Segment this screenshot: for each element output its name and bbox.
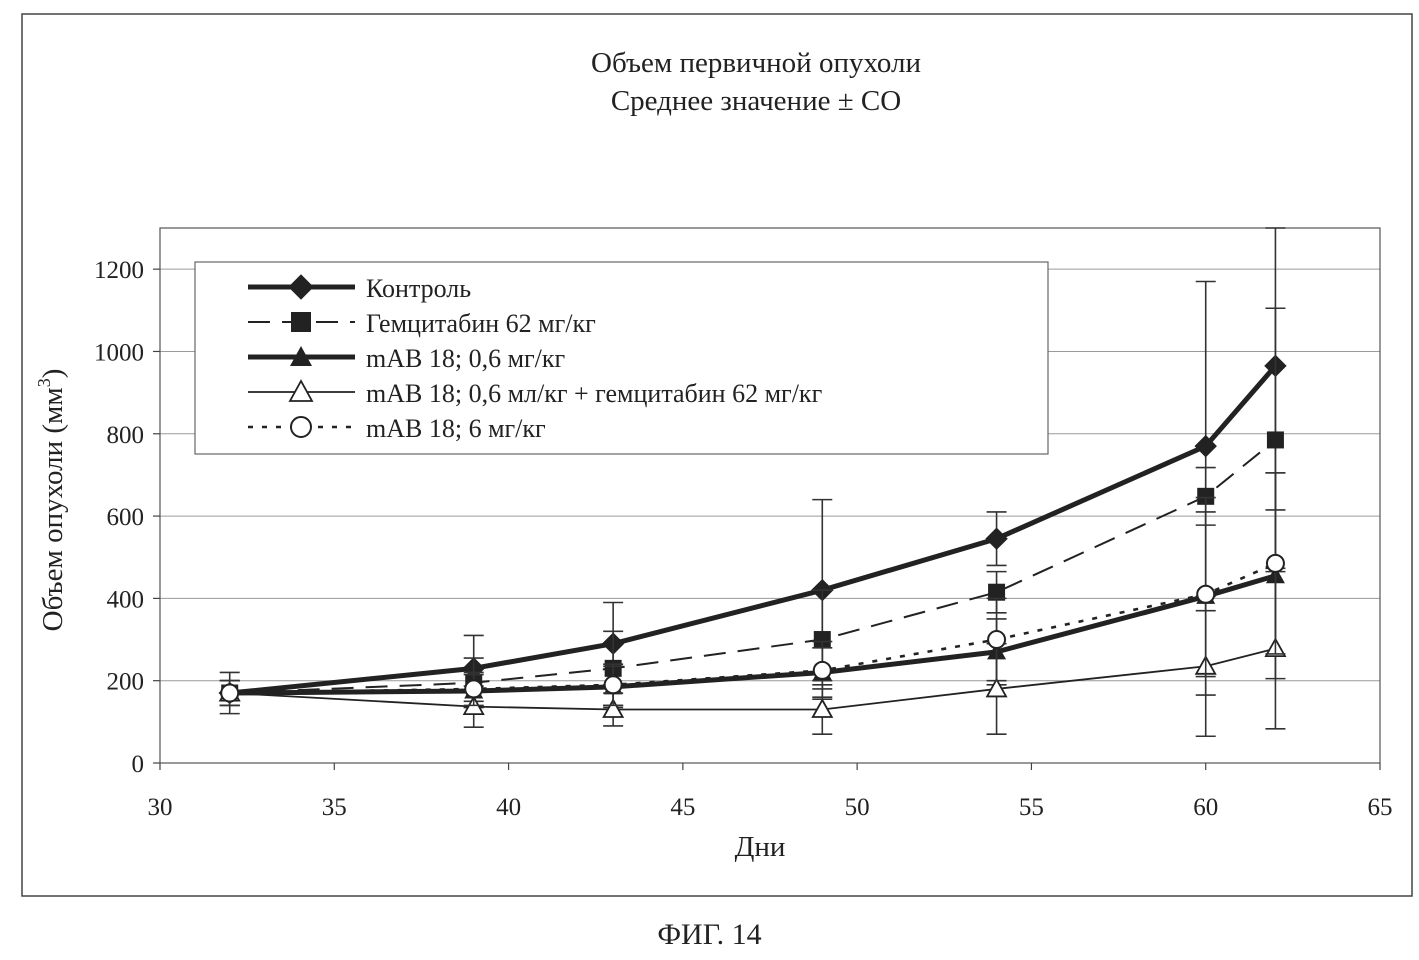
data-point bbox=[1267, 555, 1284, 572]
data-point bbox=[1197, 586, 1214, 603]
legend-marker bbox=[291, 417, 311, 437]
y-tick-label: 200 bbox=[107, 669, 145, 696]
legend-label: Контроль bbox=[366, 274, 471, 303]
chart-title: Объем первичной опухоли bbox=[591, 47, 921, 79]
data-point bbox=[221, 685, 238, 702]
chart-subtitle: Среднее значение ± СО bbox=[611, 85, 901, 117]
y-axis-label-sup: 3 bbox=[34, 378, 54, 387]
legend-label: mAB 18; 0,6 мг/кг bbox=[366, 344, 565, 373]
x-tick-label: 45 bbox=[670, 794, 695, 821]
data-point bbox=[814, 662, 831, 679]
y-tick-label: 400 bbox=[107, 586, 145, 613]
y-tick-label: 1000 bbox=[94, 339, 144, 366]
x-tick-label: 30 bbox=[148, 794, 173, 821]
x-tick-label: 35 bbox=[322, 794, 347, 821]
y-axis-label-text: Объем опухоли (мм bbox=[37, 387, 69, 631]
y-axis-label-close: ) bbox=[37, 369, 69, 379]
data-point bbox=[1267, 431, 1284, 448]
y-tick-label: 1200 bbox=[94, 257, 144, 284]
legend: Контроль Гемцитабин 62 мг/кг mAB 18; 0,6 м… bbox=[195, 262, 1048, 454]
x-tick-label: 60 bbox=[1193, 794, 1218, 821]
data-point bbox=[605, 676, 622, 693]
legend-label: mAB 18; 0,6 мл/кг + гемцитабин 62 мг/кг bbox=[366, 379, 822, 408]
figure-caption: ФИГ. 14 bbox=[0, 918, 1419, 952]
data-point bbox=[988, 631, 1005, 648]
legend-label: mAB 18; 6 мг/кг bbox=[366, 414, 546, 443]
legend-label: Гемцитабин 62 мг/кг bbox=[366, 309, 596, 338]
y-tick-label: 0 bbox=[132, 751, 145, 778]
x-tick-label: 40 bbox=[496, 794, 521, 821]
x-tick-label: 55 bbox=[1019, 794, 1044, 821]
x-tick-label: 50 bbox=[845, 794, 870, 821]
x-axis-label: Дни bbox=[735, 831, 786, 863]
y-axis-label: Объем опухоли (мм3) bbox=[34, 369, 69, 632]
y-tick-label: 800 bbox=[107, 422, 145, 449]
data-point bbox=[465, 680, 482, 697]
y-tick-label: 600 bbox=[107, 504, 145, 531]
x-tick-label: 65 bbox=[1368, 794, 1393, 821]
legend-marker bbox=[291, 312, 311, 332]
